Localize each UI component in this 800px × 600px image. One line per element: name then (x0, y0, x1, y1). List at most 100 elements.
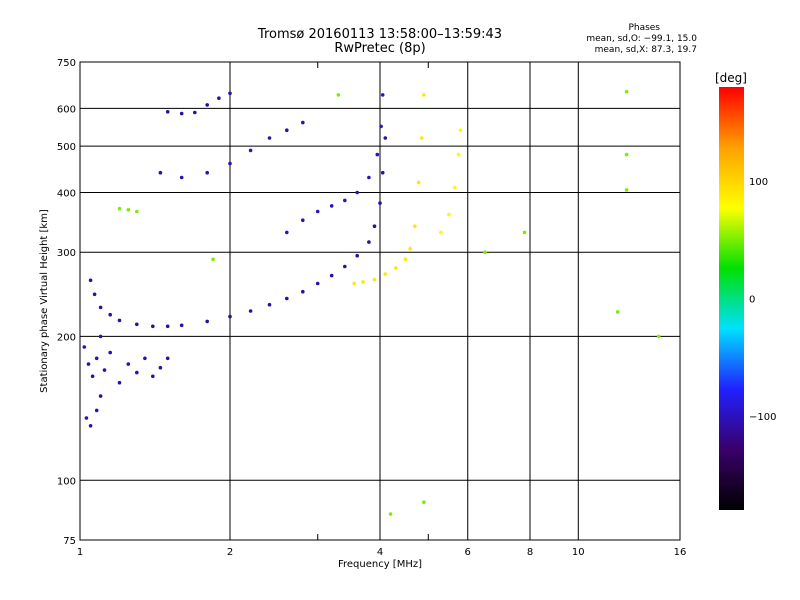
data-point (228, 91, 232, 96)
y-tick-label: 300 (57, 248, 76, 259)
x-axis-label: Frequency [MHz] (338, 559, 422, 570)
data-point (165, 110, 170, 114)
colorbar-tick-label: −100 (749, 412, 776, 423)
data-point (375, 152, 380, 157)
data-point (92, 292, 97, 297)
colorbar-tick-label: 0 (749, 295, 755, 306)
data-point (624, 152, 629, 157)
y-tick-label: 600 (57, 104, 76, 115)
data-point (343, 198, 347, 203)
data-point (343, 264, 347, 269)
data-point (165, 324, 170, 329)
data-point (388, 512, 393, 516)
data-point (285, 128, 289, 132)
data-point (228, 161, 232, 166)
data-point (135, 370, 139, 375)
data-point (193, 110, 197, 115)
phase-stats-o: mean, sd,O: −99.1, 15.0 (586, 34, 697, 44)
data-point (158, 170, 163, 175)
x-tick-label: 16 (674, 547, 687, 558)
data-point (329, 204, 334, 208)
data-point (624, 89, 629, 94)
colorbar (719, 87, 744, 510)
data-point (98, 334, 103, 339)
data-point (88, 424, 93, 428)
data-point (336, 93, 341, 97)
y-tick-label: 750 (57, 58, 76, 69)
data-point (126, 362, 131, 366)
x-tick-label: 8 (527, 547, 533, 558)
data-point (82, 345, 87, 349)
data-point (624, 188, 629, 192)
data-point (205, 170, 209, 175)
data-point (165, 356, 170, 361)
data-point (301, 218, 305, 222)
colorbar-tick-label: 100 (749, 177, 768, 188)
data-point (315, 281, 320, 286)
data-point (135, 322, 139, 327)
data-point (86, 362, 91, 366)
data-point (151, 374, 155, 379)
data-point (361, 280, 365, 284)
data-point (413, 224, 417, 228)
chart-title: Tromsø 20160113 13:58:00–13:59:43 (257, 27, 502, 42)
data-point (447, 212, 451, 217)
grid-lines (80, 62, 680, 540)
data-point (135, 209, 139, 214)
data-point (522, 230, 527, 235)
data-point (285, 230, 289, 235)
data-point (84, 416, 89, 420)
data-point (419, 136, 424, 140)
data-point (656, 334, 661, 339)
data-point (452, 185, 457, 190)
data-point (158, 365, 163, 370)
data-point (248, 309, 253, 313)
data-point (458, 128, 463, 132)
x-tick-label: 10 (572, 547, 585, 558)
x-tick-label: 6 (465, 547, 471, 558)
data-point (301, 289, 305, 294)
y-tick-label: 500 (57, 142, 76, 153)
x-tick-label: 2 (227, 547, 233, 558)
data-point (372, 277, 377, 282)
data-point (416, 180, 421, 185)
data-point (126, 208, 131, 212)
data-point (117, 206, 122, 211)
colorbar-label: [deg] (715, 71, 747, 85)
data-point (211, 257, 215, 262)
data-point (108, 350, 112, 355)
data-point (355, 253, 360, 258)
data-point (439, 230, 443, 235)
data-point (228, 314, 232, 319)
y-tick-label: 100 (57, 476, 76, 487)
y-axis-label: Stationary phase Virtual Height [km] (39, 209, 50, 393)
data-point (372, 224, 377, 228)
data-point (383, 136, 388, 140)
data-point (355, 190, 360, 195)
y-tick-label: 75 (63, 536, 76, 547)
data-point (456, 152, 461, 157)
x-tick-label: 1 (77, 547, 83, 558)
data-point (483, 250, 487, 254)
data-point (248, 148, 253, 153)
data-point (205, 319, 209, 324)
data-point (301, 120, 305, 125)
data-point (367, 175, 371, 180)
data-point (329, 273, 334, 278)
data-point (267, 302, 272, 307)
data-point (117, 380, 122, 385)
phase-stats: Phases mean, sd,O: −99.1, 15.0 mean, sd,… (586, 23, 697, 55)
data-point (179, 323, 184, 328)
plot-frame (79, 61, 681, 541)
x-tick-label: 4 (377, 547, 383, 558)
data-point (94, 356, 99, 361)
data-point (151, 324, 155, 329)
data-point (217, 96, 221, 100)
y-tick-label: 400 (57, 188, 76, 199)
data-point (380, 170, 385, 175)
phase-stats-heading: Phases (628, 23, 660, 33)
colorbar-ticks: 100 0 −100 (749, 177, 776, 423)
axis-ticks: 1 2 4 6 8 10 16 75 100 200 300 400 500 600 750 (57, 58, 686, 558)
data-point (383, 272, 388, 276)
